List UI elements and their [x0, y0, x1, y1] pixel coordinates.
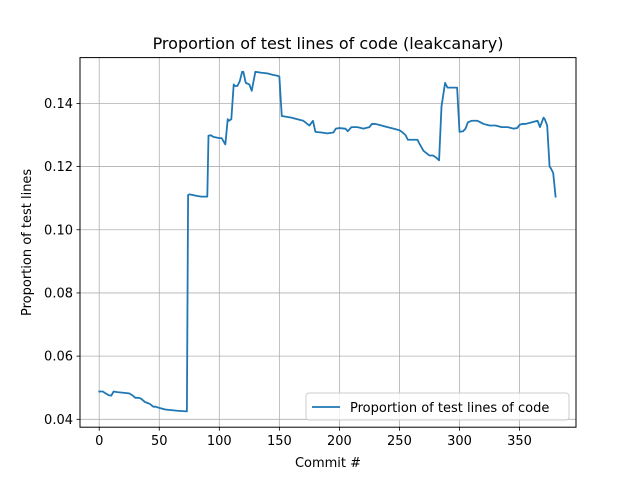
x-tick-label: 250	[387, 434, 412, 449]
y-tick-label: 0.14	[44, 97, 73, 112]
x-tick-label: 300	[447, 434, 472, 449]
x-axis-title: Commit #	[295, 456, 361, 471]
y-tick-label: 0.08	[44, 286, 73, 301]
y-tick-label: 0.06	[44, 350, 73, 365]
series-layer	[98, 70, 557, 413]
x-tick-label: 100	[207, 434, 232, 449]
grid-lines	[80, 57, 576, 428]
legend-box	[305, 392, 570, 421]
x-tick-label: 50	[151, 434, 168, 449]
series-line	[98, 70, 557, 413]
x-tick-label: 200	[327, 434, 352, 449]
y-tick-label: 0.12	[44, 160, 73, 175]
y-tick-label: 0.10	[44, 223, 73, 238]
legend-label: Proportion of test lines of code	[350, 401, 549, 416]
x-tick-label: 0	[95, 434, 103, 449]
x-tick-label: 350	[507, 434, 532, 449]
y-axis-title: Proportion of test lines	[20, 169, 35, 316]
x-axis: 0 50 100 150 200 250 300 350	[95, 427, 532, 449]
y-axis: 0.04 0.06 0.08 0.10 0.12 0.14	[44, 97, 80, 428]
chart-title: Proportion of test lines of code (leakca…	[153, 34, 504, 53]
y-tick-label: 0.04	[44, 413, 73, 428]
plot-frame	[79, 57, 577, 428]
x-tick-label: 150	[267, 434, 292, 449]
legend: Proportion of test lines of code	[305, 392, 570, 421]
